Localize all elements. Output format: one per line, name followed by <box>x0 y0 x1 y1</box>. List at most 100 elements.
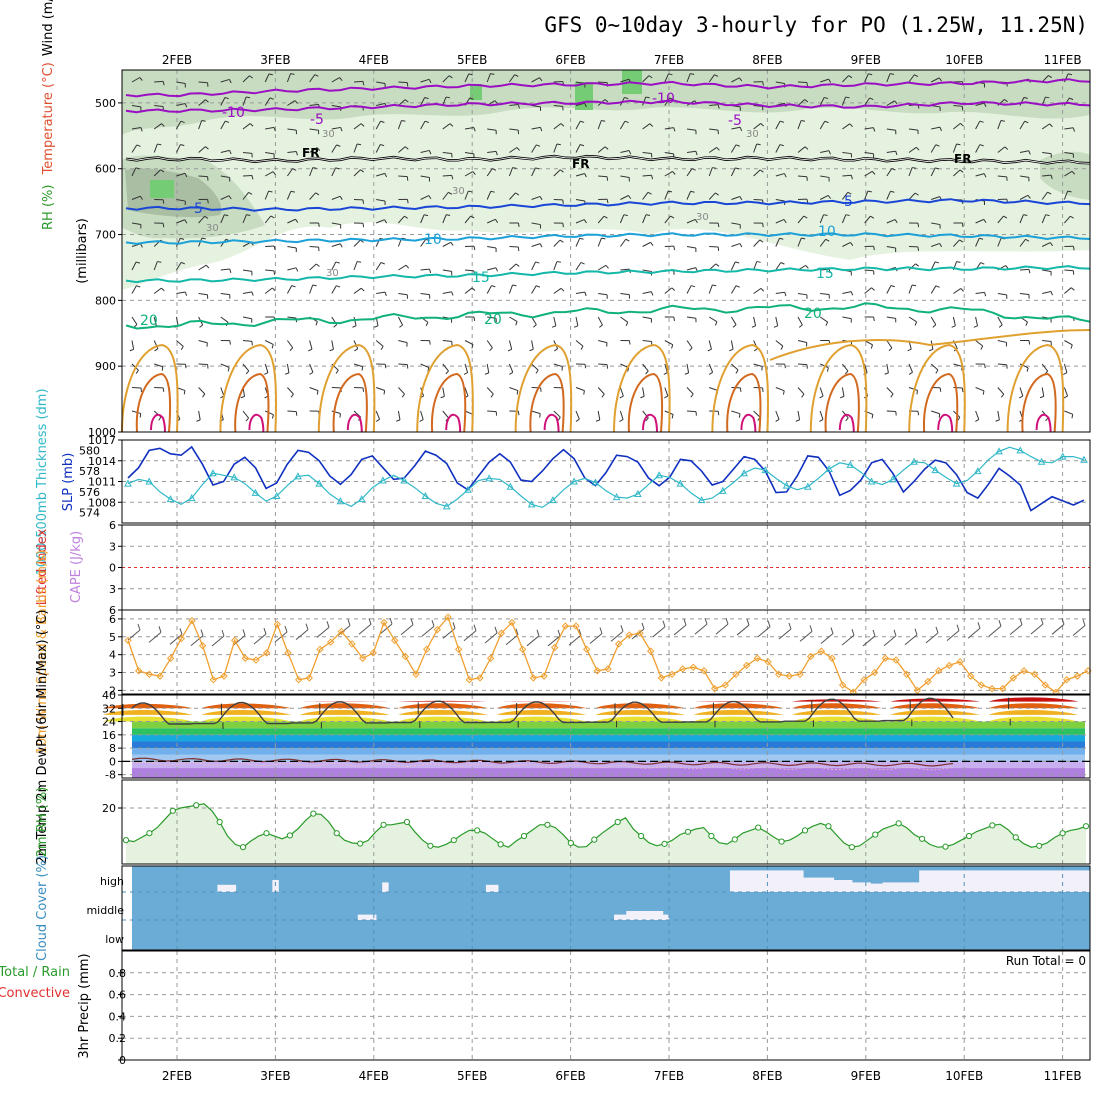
label-rh: RH (%) <box>41 185 56 230</box>
wind-barb-flag <box>154 348 159 352</box>
lobe-outer <box>809 343 868 433</box>
rh2m-point <box>357 840 364 847</box>
wind-barb <box>1019 293 1030 295</box>
wind-barb-flag <box>984 292 987 297</box>
wind-barb <box>220 78 230 83</box>
cloud-high-gap <box>736 870 743 892</box>
wind-barb <box>287 218 296 224</box>
thickness-point <box>782 481 791 489</box>
wind-barb-flag <box>735 285 740 288</box>
cloud-high-gap <box>821 877 829 892</box>
wind-barb-flag <box>961 222 964 228</box>
wind-barb-flag <box>762 223 764 228</box>
wind10m-barb <box>841 634 855 646</box>
lobe-inner <box>627 372 664 433</box>
temp-hump-band <box>988 709 1079 715</box>
wind-barb-flag <box>427 367 430 372</box>
cloud-high-gap <box>864 882 871 892</box>
wind-barb <box>176 340 184 347</box>
wind-barb <box>886 168 893 177</box>
wind-barb <box>531 195 541 200</box>
tick-label: 6 <box>109 604 116 617</box>
tick-label: 0 <box>109 562 116 575</box>
rh2m-point <box>216 818 223 826</box>
cloud-high-gap <box>760 870 767 892</box>
wind-barb <box>931 126 941 130</box>
wind-barb-flag <box>845 214 850 217</box>
wind-barb-flag <box>312 167 317 169</box>
wind-barb-flag <box>204 215 209 219</box>
wind-barb <box>997 146 1006 153</box>
wind-barb-flag <box>735 144 740 147</box>
wind10m-point <box>764 658 772 666</box>
thickness-point <box>931 466 940 474</box>
wind-barb-flag <box>995 419 1000 422</box>
wind-barb-flag <box>850 175 853 180</box>
wind10m-barb-flag <box>935 626 939 634</box>
wind-barb-flag <box>980 262 985 265</box>
wind-barb-flag <box>619 395 624 399</box>
cape-ylabel: CAPE (J/kg) <box>69 531 84 603</box>
wind-barb-flag <box>473 245 476 251</box>
tick-label: 6 <box>109 519 116 532</box>
temp-hump-band <box>496 703 587 709</box>
wind-barb-flag <box>560 287 565 292</box>
wind-barb <box>398 215 405 224</box>
wind-barb <box>619 410 624 420</box>
wind-barb <box>908 363 913 373</box>
wind10m-barb-flag <box>914 628 918 635</box>
wind-barb-flag <box>801 237 806 240</box>
wind-barb <box>376 81 386 84</box>
wind-barb <box>242 174 253 177</box>
label-plus20-a: 20 <box>140 313 158 329</box>
wind-barb <box>1063 363 1068 373</box>
thickness-point <box>1016 446 1025 454</box>
wind-barb-flag <box>648 75 653 79</box>
rh2m-point <box>778 838 785 845</box>
wind-barb-flag <box>873 246 875 251</box>
wind-barb <box>997 340 1007 343</box>
wind-barb-flag <box>715 192 719 196</box>
wind-barb <box>464 287 473 294</box>
wind-barb <box>265 269 275 272</box>
wind-barb <box>353 410 361 418</box>
wind-barb-flag <box>161 287 165 292</box>
wind-barb <box>708 316 718 323</box>
wind-barb <box>531 316 537 325</box>
wind-barb <box>376 102 386 106</box>
wind-barb <box>398 175 408 178</box>
wind-barb-flag <box>181 261 186 265</box>
wind-barb <box>1064 269 1074 272</box>
wind-barb-flag <box>249 75 253 79</box>
cloud-high-gap <box>961 870 969 892</box>
wind-barb <box>331 222 341 226</box>
wind-barb <box>531 363 539 371</box>
thickness-point <box>379 476 387 484</box>
cloud-high-gap <box>949 870 957 892</box>
wind-barb <box>730 340 734 350</box>
wind-barb-flag <box>560 123 565 127</box>
wind10m-point <box>550 643 559 652</box>
thickness-tick: 580 <box>79 444 100 457</box>
wind-barb-flag <box>959 239 964 243</box>
wind-barb <box>886 73 891 83</box>
wind-barb-flag <box>539 196 543 201</box>
wind10m-barb-flag <box>389 617 393 625</box>
wind-barb-flag <box>715 263 720 267</box>
wind-barb-flag <box>735 369 739 374</box>
wind-barb-flag <box>979 144 984 147</box>
wind-barb <box>797 175 808 178</box>
wind-barb <box>309 192 316 200</box>
wind-barb-flag <box>450 241 454 246</box>
label-rh30-c: 30 <box>746 129 759 140</box>
wind-barb <box>420 293 430 296</box>
wind-barb <box>731 222 741 226</box>
wind-barb <box>154 105 164 107</box>
wind-barb <box>553 143 558 153</box>
wind-barb-flag <box>779 144 784 147</box>
wind10m-point <box>796 670 804 679</box>
wind-barb <box>131 410 141 414</box>
wind-barb <box>220 214 225 224</box>
wind10m-barb <box>400 624 414 636</box>
wind-barb-flag <box>135 370 139 374</box>
